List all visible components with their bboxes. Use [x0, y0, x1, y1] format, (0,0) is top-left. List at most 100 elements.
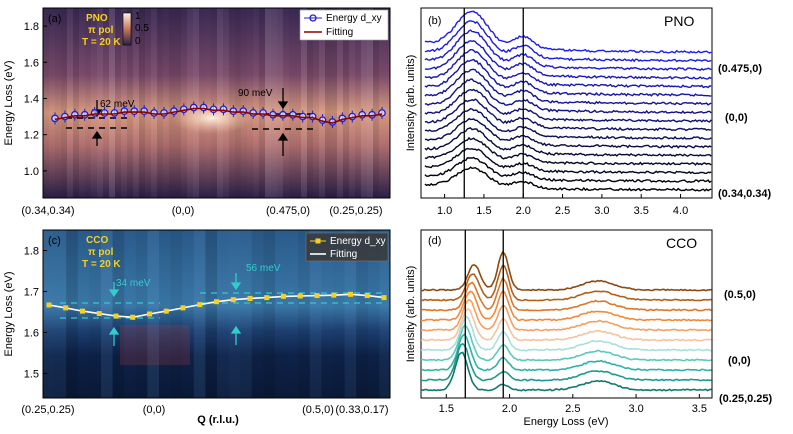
- heatmap-a-column: [265, 8, 271, 198]
- heatmap-c-column: [159, 230, 171, 398]
- heatmap-c-column: [124, 230, 136, 398]
- heatmap-a-column: [43, 8, 49, 198]
- xtick-label-b: 1.0: [437, 205, 452, 217]
- annotation-34mev: 34 meV: [116, 278, 151, 289]
- xtick-label-a: (0.25,0.25): [329, 205, 382, 217]
- panel-b: 1.0 1.5 2.0 2.5 3.0 3.5 4.0 Intensity (arb. un…: [405, 7, 772, 217]
- heatmap-a-column: [169, 8, 175, 198]
- axis-c-xlabel: Q (r.l.u.): [197, 414, 239, 426]
- heatmap-a-column: [145, 8, 151, 198]
- vlines-b: [463, 8, 524, 198]
- xtick-label-c: (0.5,0): [302, 404, 334, 416]
- data-point-a: [140, 107, 149, 115]
- colorbar-a: [122, 12, 132, 46]
- heatmap-a-column: [139, 8, 145, 198]
- data-point-a: [189, 103, 198, 112]
- data-point-c: [381, 295, 387, 301]
- spectrum-d: [420, 351, 712, 392]
- legend-a-energy: Energy d_xy: [326, 13, 382, 24]
- heatmap-a-column: [301, 8, 307, 198]
- series-c-markers: [46, 291, 387, 320]
- heatmap-c-hotspot: [120, 325, 190, 365]
- heatmap-c-column: [89, 230, 101, 398]
- sample-a-temp: T = 20 K: [82, 37, 121, 48]
- heatmap-c-column: [193, 230, 206, 398]
- spectrum-b: [424, 147, 712, 175]
- data-point-c: [113, 313, 119, 319]
- curves-b: [424, 10, 712, 192]
- xtick-label-b: 3.5: [634, 205, 649, 217]
- spectrum-d: [420, 264, 712, 302]
- data-point-c: [46, 302, 52, 308]
- axis-d-xlabel: Energy Loss (eV): [524, 416, 609, 428]
- sample-a-pol: π pol: [88, 25, 114, 36]
- heatmap-a-column: [55, 8, 61, 198]
- curves-d: [420, 250, 712, 392]
- heatmap-a-column: [289, 8, 295, 198]
- sample-c-pol: π pol: [88, 247, 114, 258]
- axes-c-ticks: 1.5 1.6 1.7 1.8 (0.25,0.25) (0,0) (0.5,0) (0.33…: [21, 245, 388, 416]
- spectrum-b: [424, 20, 712, 63]
- data-point-c: [331, 292, 337, 298]
- heatmap-a-column: [181, 8, 187, 198]
- spectrum-b: [424, 88, 712, 123]
- sample-a-name: PNO: [86, 13, 108, 24]
- ytick-label-a: 1.6: [24, 57, 39, 69]
- heatmap-a-column: [175, 8, 181, 198]
- data-point-c: [147, 311, 152, 317]
- colorbar-tick-1: 1: [135, 11, 141, 22]
- spectrum-d: [420, 250, 712, 292]
- xtick-label-b: 2.0: [516, 205, 531, 217]
- axes-c-frame: [42, 229, 391, 399]
- data-point-c: [163, 308, 169, 314]
- heatmap-c-column: [298, 230, 310, 398]
- xtick-label-a: (0.34,0.34): [21, 205, 74, 217]
- heatmap-c-column: [287, 230, 299, 398]
- sample-c-temp: T = 20 K: [82, 259, 121, 270]
- panel-c: 1.5 1.6 1.7 1.8 (0.25,0.25) (0,0) (0.5,0) (0.33…: [3, 229, 391, 426]
- ytick-label-a: 1.4: [24, 93, 39, 105]
- heatmap-a-column: [325, 8, 331, 198]
- heatmap-c-column: [228, 230, 241, 398]
- ytick-label-c: 1.8: [24, 245, 39, 257]
- heatmap-a-column: [319, 8, 325, 198]
- data-point-c: [180, 305, 186, 311]
- spectrum-d: [420, 299, 712, 332]
- heatmap-a-column: [193, 8, 199, 198]
- xtick-label-d: 2.5: [565, 403, 580, 415]
- heatmap-a-column: [67, 8, 73, 198]
- heatmap-a-column: [247, 8, 253, 198]
- heatmap-c-column: [217, 230, 229, 398]
- vlines-d: [464, 230, 504, 398]
- colorbar-tick-0: 0: [135, 36, 141, 47]
- spectrum-b: [424, 107, 712, 140]
- heatmap-c-column: [182, 230, 194, 398]
- heatmap-c-column: [170, 230, 183, 398]
- xtick-label-d: 3.0: [628, 403, 643, 415]
- data-point-a: [100, 109, 109, 117]
- legend-c-fitting: Fitting: [330, 249, 357, 260]
- spectrum-b: [424, 156, 712, 184]
- xtick-label-c: (0.25,0.25): [21, 404, 74, 416]
- data-point-a: [239, 107, 248, 115]
- heatmap-a-column: [337, 8, 343, 198]
- panel-d-label: (d): [428, 235, 441, 247]
- curve-label-d-top: (0.5,0): [724, 289, 756, 301]
- data-point-c: [96, 311, 102, 317]
- legend-c: Energy d_xy Fitting: [305, 232, 389, 262]
- xtick-label-c: (0,0): [143, 404, 166, 416]
- data-point-c: [364, 293, 370, 299]
- spectrum-b: [424, 166, 712, 192]
- heatmap-c-column: [251, 230, 264, 398]
- spectrum-d: [420, 315, 712, 352]
- spectrum-d: [420, 324, 712, 362]
- panel-a: 1.0 1.2 1.4 1.6 1.8 (0.34,0.34) (0,0) (0.475,0)…: [3, 7, 391, 217]
- heatmap-c-column: [356, 230, 368, 398]
- spectrum-d: [420, 276, 712, 312]
- spectrum-b: [424, 98, 712, 132]
- sample-c-name: CCO: [86, 235, 108, 246]
- spectrum-b: [424, 136, 712, 166]
- axis-d-ylabel: Intensity (arb. units): [405, 266, 417, 363]
- heatmap-c-column: [275, 230, 287, 398]
